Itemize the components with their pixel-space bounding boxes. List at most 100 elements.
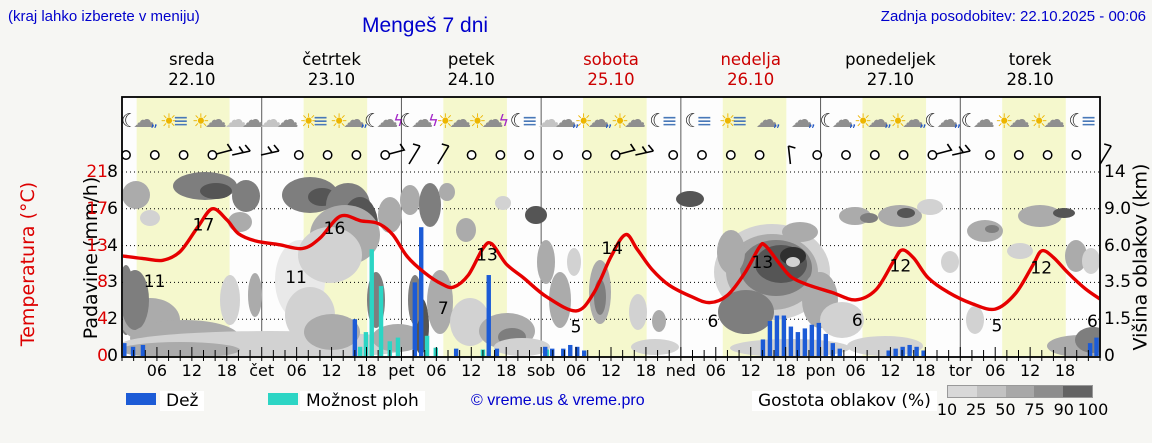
weather-icon-cloud2-cloud-drizzle: ☁ ☁ „ <box>538 101 580 141</box>
density-segment <box>1005 386 1035 397</box>
day-abbr-label: pon <box>805 361 836 380</box>
sun-icon: ☀ <box>574 109 593 133</box>
day-header: ponedeljek 27.10 <box>821 50 961 90</box>
day-name: četrtek <box>302 50 361 69</box>
weather-icon-moon-cloud-drizzle: ☾ ☁ „ <box>120 101 158 141</box>
sun-icon: ☀ <box>159 109 178 133</box>
copyright-link[interactable]: © vreme.us & vreme.pro <box>471 392 645 409</box>
weather-icon-moon-cloud-drizzle: ☾ ☁ „ <box>819 101 857 141</box>
svg-text:11: 11 <box>285 268 307 288</box>
weather-icon-sun-cloud: ☀ ☁ <box>609 101 647 141</box>
cloud2-icon: ☁ <box>259 108 282 133</box>
fog-icon: ≡ <box>731 109 748 132</box>
density-segment <box>1063 386 1092 397</box>
fog-icon: ≡ <box>696 109 713 132</box>
sun-icon: ☀ <box>854 109 873 133</box>
day-date: 23.10 <box>307 70 356 89</box>
sun-icon: ☀ <box>610 109 629 133</box>
svg-text:12: 12 <box>1030 259 1052 279</box>
weather-icon-sun-cloud-bolt: ☀ ☁ ϟ <box>469 101 510 141</box>
cloud-icon: ☁ <box>481 108 504 133</box>
density-tick: 25 <box>966 400 987 419</box>
rain-legend-swatch <box>126 393 156 405</box>
moon-icon: ☾ <box>649 109 667 132</box>
hour-label: 06 <box>565 361 587 380</box>
weather-icon-moon-fog: ☾ ≡ <box>505 101 543 141</box>
cloud-density-legend-label: Gostota oblakov (%) <box>752 391 937 411</box>
day-name: petek <box>447 50 495 69</box>
moon-icon: ☾ <box>364 109 382 132</box>
cloud-height-tick: 6.0 <box>1104 235 1132 256</box>
cloud-icon: ☁ <box>831 108 854 133</box>
hour-label: 06 <box>286 361 307 380</box>
weather-icon-sun-cloud-drizzle: ☀ ☁ „ <box>575 101 613 141</box>
cloud-icon: ☁ <box>276 108 299 133</box>
weather-icon-cloud-rain: ☁ „ <box>784 101 822 141</box>
moon-icon: ☾ <box>1068 109 1086 132</box>
cloud-icon: ☁ <box>972 108 995 133</box>
day-name: torek <box>1008 50 1052 69</box>
weather-icon-sun-cloud: ☀ ☁ <box>994 101 1032 141</box>
weather-icon-moon-fog: ☾ ≡ <box>1064 101 1102 141</box>
weather-icon-cloud-rain: ☁ „ <box>749 101 787 141</box>
drizzle-icon: „ <box>604 111 613 130</box>
temp-tick: 0 <box>97 346 108 366</box>
cloud-icon: ☁ <box>1043 108 1066 133</box>
hour-label: 12 <box>461 361 482 380</box>
cloud-icon: ☁ <box>901 108 924 133</box>
svg-text:5: 5 <box>992 317 1003 337</box>
hour-label: 12 <box>181 361 203 380</box>
svg-text:17: 17 <box>193 215 215 235</box>
hour-label: 18 <box>216 361 237 380</box>
cloud-density-scale <box>947 385 1093 398</box>
moon-icon: ☾ <box>509 109 527 132</box>
last-update-timestamp: Zadnja posodobitev: 22.10.2025 - 00:06 <box>880 8 1146 25</box>
weather-icon-moon-cloud: ☾ ☁ <box>959 101 997 141</box>
moon-icon: ☾ <box>684 109 702 132</box>
cloud-icon: ☁ <box>936 108 959 133</box>
cloud2-icon: ☁ <box>224 108 247 133</box>
showers-legend-swatch <box>268 393 298 405</box>
day-name: ponedeljek <box>845 50 936 69</box>
hour-label: 12 <box>1019 361 1041 380</box>
temp-tick: 13 <box>86 235 108 256</box>
page-title: Mengeš 7 dni <box>361 14 489 37</box>
density-tick: 100 <box>1077 400 1109 419</box>
svg-text:14: 14 <box>601 239 623 259</box>
svg-text:6: 6 <box>852 311 863 331</box>
moon-icon: ☾ <box>121 109 139 132</box>
day-date: 28.10 <box>1006 70 1054 89</box>
density-tick: 10 <box>936 400 958 419</box>
fog-icon: ≡ <box>1080 109 1097 132</box>
day-date: 22.10 <box>168 70 216 89</box>
moon-icon: ☾ <box>819 109 837 132</box>
sun-icon: ☀ <box>299 109 318 133</box>
cloud-icon: ☁ <box>755 108 778 133</box>
drizzle-icon: „ <box>360 111 368 130</box>
cloud-icon: ☁ <box>1008 108 1031 133</box>
weather-icon-sun-cloud-drizzle: ☀ ☁ „ <box>854 101 892 141</box>
day-header: sobota 25.10 <box>541 50 681 90</box>
hour-label: 18 <box>1054 361 1076 380</box>
drizzle-icon: „ <box>918 111 927 130</box>
day-header: nedelja 26.10 <box>681 50 821 90</box>
hour-label: 18 <box>496 361 517 380</box>
weather-icon-sun-cloud-drizzle: ☀ ☁ „ <box>889 101 927 141</box>
density-segment <box>948 386 977 397</box>
sun-icon: ☀ <box>718 109 737 133</box>
cloud-height-tick: 14 <box>1104 162 1126 182</box>
cloud-icon: ☁ <box>241 108 264 133</box>
showers-legend-label: Možnost ploh <box>300 391 425 411</box>
cloud-height-tick: 0 <box>1104 346 1115 366</box>
sun-icon: ☀ <box>889 109 907 133</box>
weather-icon-cloud2-cloud: ☁ ☁ <box>224 101 264 141</box>
moon-icon: ☾ <box>924 109 942 132</box>
hour-label: 06 <box>985 361 1006 380</box>
weather-icon-cloud2-cloud: ☁ ☁ <box>259 101 299 141</box>
cloud-icon: ☁ <box>449 108 472 133</box>
sun-icon: ☀ <box>330 109 349 133</box>
precip-tick: 6 <box>107 198 118 219</box>
weather-icon-moon-fog: ☾ ≡ <box>644 101 682 141</box>
hour-label: 12 <box>880 361 901 380</box>
sun-icon: ☀ <box>436 109 455 133</box>
